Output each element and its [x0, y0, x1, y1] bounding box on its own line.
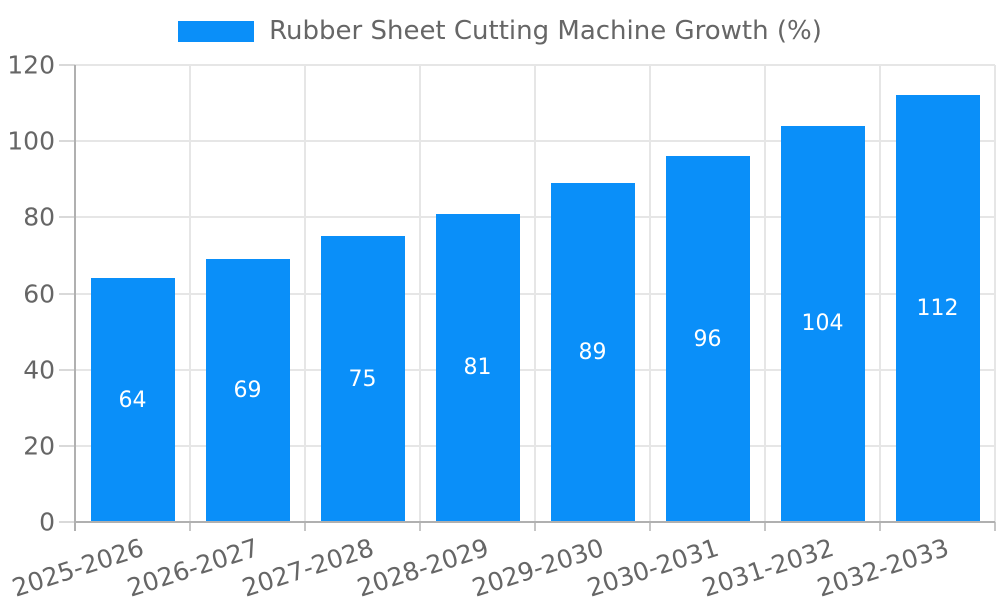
bar: 112 [895, 95, 980, 522]
x-tick-label: 2030-2031 [583, 533, 723, 600]
y-axis-line [74, 65, 76, 531]
bar: 89 [550, 183, 635, 522]
chart-legend: Rubber Sheet Cutting Machine Growth (%) [0, 16, 1000, 46]
y-tick-mark [59, 521, 75, 523]
legend-swatch [178, 20, 255, 42]
bar-value-label: 81 [463, 355, 492, 381]
x-tick-label: 2031-2032 [698, 533, 838, 600]
bar: 69 [205, 259, 290, 522]
y-tick-label: 120 [7, 50, 55, 80]
y-tick-label: 60 [23, 279, 55, 308]
x-tick-label: 2028-2029 [353, 533, 493, 600]
plot-area: 64 69 75 81 89 96 104 112 [75, 64, 996, 522]
x-tick-label: 2032-2033 [813, 533, 953, 600]
y-tick-label: 0 [39, 507, 55, 537]
x-gridline [534, 65, 536, 522]
x-gridline [419, 65, 421, 522]
bar-value-label: 96 [693, 326, 722, 352]
bar-value-label: 75 [348, 366, 377, 392]
bar: 96 [665, 156, 750, 522]
bar-value-label: 89 [578, 340, 607, 366]
bar-value-label: 64 [118, 387, 147, 413]
bar-value-label: 112 [916, 296, 959, 322]
bar: 81 [435, 213, 520, 522]
y-tick-mark [59, 292, 75, 295]
x-gridline [764, 65, 766, 522]
x-tick-label: 2026-2027 [123, 533, 263, 600]
x-gridline [879, 65, 881, 522]
x-tick-label: 2027-2028 [238, 533, 378, 600]
y-tick-mark [59, 216, 75, 219]
x-tick-label: 2029-2030 [468, 533, 608, 600]
x-tick-mark [419, 522, 421, 531]
y-tick-mark [59, 368, 75, 371]
x-gridline [304, 65, 306, 522]
y-tick-mark [59, 140, 75, 143]
y-tick-label: 100 [7, 126, 55, 156]
x-tick-mark [189, 522, 191, 531]
x-tick-mark [534, 522, 536, 531]
y-tick-mark [59, 444, 75, 447]
y-tick-label: 40 [23, 355, 55, 385]
x-tick-mark [764, 522, 766, 531]
x-tick-mark [304, 522, 306, 531]
legend-label: Rubber Sheet Cutting Machine Growth (%) [269, 16, 822, 46]
x-tick-mark [879, 522, 881, 531]
x-gridline [649, 65, 651, 522]
x-tick-label: 2025-2026 [8, 533, 148, 600]
bar-value-label: 69 [233, 378, 262, 404]
x-tick-mark [649, 522, 651, 531]
x-gridline [994, 65, 996, 522]
x-axis-line [75, 521, 995, 523]
y-tick-label: 20 [23, 431, 55, 461]
bar: 64 [90, 278, 175, 522]
x-tick-mark [994, 522, 996, 531]
bar: 104 [780, 125, 865, 522]
y-tick-mark [59, 64, 75, 66]
x-gridline [189, 65, 191, 522]
y-tick-label: 80 [23, 202, 55, 232]
bar: 75 [320, 236, 405, 522]
bar-value-label: 104 [801, 311, 844, 337]
